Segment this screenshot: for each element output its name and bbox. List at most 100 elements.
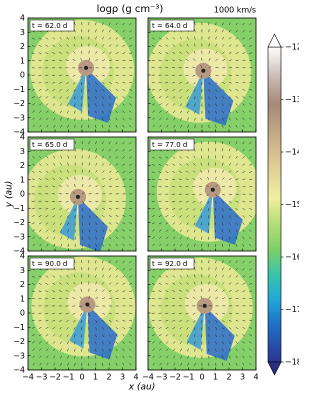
velocity-arrow bbox=[207, 176, 209, 180]
velocity-arrow bbox=[129, 52, 133, 54]
velocity-arrow bbox=[95, 281, 97, 285]
velocity-arrow bbox=[242, 355, 245, 359]
velocity-arrow bbox=[249, 148, 252, 152]
y-tick-label: −4 bbox=[13, 128, 25, 137]
velocity-arrow bbox=[222, 96, 225, 99]
velocity-arrow bbox=[186, 43, 189, 47]
velocity-arrow bbox=[95, 148, 97, 152]
velocity-arrow bbox=[235, 110, 238, 114]
velocity-arrow bbox=[108, 327, 112, 330]
velocity-arrow bbox=[38, 170, 42, 173]
velocity-arrow bbox=[32, 222, 35, 225]
velocity-arrow bbox=[192, 193, 196, 195]
velocity-arrow bbox=[88, 148, 90, 152]
shadow bbox=[77, 196, 108, 251]
velocity-arrow bbox=[159, 243, 162, 247]
velocity-arrow bbox=[102, 36, 105, 40]
velocity-arrow bbox=[235, 275, 239, 278]
velocity-arrow bbox=[59, 215, 62, 218]
x-tick-label: 2 bbox=[226, 373, 231, 382]
velocity-arrow bbox=[31, 81, 35, 84]
velocity-arrow bbox=[129, 327, 133, 329]
velocity-arrow bbox=[242, 243, 245, 247]
velocity-arrow bbox=[173, 355, 176, 359]
velocity-arrow bbox=[152, 236, 155, 239]
velocity-arrow bbox=[31, 319, 35, 322]
star bbox=[201, 68, 206, 73]
y-tick-label: 3 bbox=[20, 147, 25, 156]
velocity-arrow bbox=[88, 82, 90, 86]
velocity-arrow bbox=[235, 208, 239, 211]
velocity-arrow bbox=[151, 319, 155, 322]
velocity-arrow bbox=[129, 171, 133, 173]
velocity-arrow bbox=[242, 229, 245, 233]
velocity-arrow bbox=[228, 312, 232, 315]
velocity-arrow bbox=[222, 267, 224, 271]
velocity-arrow bbox=[158, 334, 162, 337]
star bbox=[75, 194, 80, 199]
velocity-arrow bbox=[215, 193, 218, 197]
velocity-arrow bbox=[115, 185, 119, 188]
velocity-arrow bbox=[172, 215, 176, 218]
velocity-arrow bbox=[102, 170, 105, 173]
velocity-arrow bbox=[74, 362, 76, 366]
velocity-arrow bbox=[172, 89, 176, 92]
star bbox=[210, 187, 215, 192]
velocity-arrow bbox=[95, 170, 98, 173]
velocity-arrow bbox=[178, 59, 182, 61]
velocity-arrow bbox=[45, 312, 49, 314]
velocity-arrow bbox=[208, 296, 211, 299]
velocity-arrow bbox=[222, 334, 225, 338]
velocity-arrow bbox=[52, 162, 56, 166]
velocity-arrow bbox=[178, 178, 182, 180]
velocity-arrow bbox=[166, 110, 169, 113]
velocity-arrow bbox=[249, 52, 253, 54]
shadow bbox=[185, 70, 204, 115]
velocity-arrow bbox=[215, 22, 217, 26]
velocity-arrow bbox=[81, 176, 83, 180]
velocity-arrow bbox=[38, 275, 42, 278]
velocity-arrow bbox=[102, 74, 106, 77]
velocity-arrow bbox=[95, 260, 97, 264]
velocity-arrow bbox=[108, 103, 111, 107]
velocity-arrow bbox=[166, 348, 169, 352]
velocity-arrow bbox=[52, 52, 56, 54]
velocity-arrow bbox=[31, 275, 35, 278]
velocity-arrow bbox=[67, 117, 69, 121]
velocity-arrow bbox=[46, 236, 49, 240]
velocity-arrow bbox=[45, 275, 49, 278]
velocity-arrow bbox=[115, 222, 119, 225]
velocity-arrow bbox=[80, 281, 83, 285]
velocity-arrow bbox=[215, 96, 218, 100]
velocity-arrow bbox=[74, 124, 76, 128]
velocity-arrow bbox=[80, 320, 83, 324]
velocity-arrow bbox=[222, 177, 225, 180]
velocity-arrow bbox=[115, 124, 118, 128]
velocity-arrow bbox=[215, 74, 219, 77]
velocity-arrow bbox=[158, 103, 162, 106]
velocity-arrow bbox=[235, 148, 238, 152]
velocity-arrow bbox=[59, 44, 62, 47]
velocity-arrow bbox=[158, 275, 162, 278]
velocity-arrow bbox=[235, 362, 238, 366]
velocity-arrow bbox=[159, 236, 162, 239]
velocity-arrow bbox=[122, 362, 125, 366]
velocity-arrow bbox=[165, 282, 169, 285]
velocity-arrow bbox=[115, 29, 118, 33]
velocity-arrow bbox=[129, 215, 133, 217]
velocity-arrow bbox=[66, 208, 69, 211]
velocity-arrow bbox=[185, 67, 189, 69]
velocity-arrow bbox=[73, 327, 76, 330]
velocity-arrow bbox=[122, 222, 126, 225]
velocity-arrow bbox=[67, 162, 69, 166]
velocity-arrow bbox=[165, 327, 169, 329]
velocity-arrow bbox=[38, 222, 42, 225]
velocity-arrow bbox=[186, 222, 189, 226]
velocity-arrow bbox=[45, 229, 49, 232]
velocity-arrow bbox=[38, 312, 42, 314]
velocity-arrow bbox=[52, 170, 56, 173]
velocity-arrow bbox=[207, 162, 209, 166]
velocity-arrow bbox=[115, 141, 118, 145]
velocity-arrow bbox=[80, 58, 83, 61]
velocity-arrow bbox=[222, 260, 224, 264]
